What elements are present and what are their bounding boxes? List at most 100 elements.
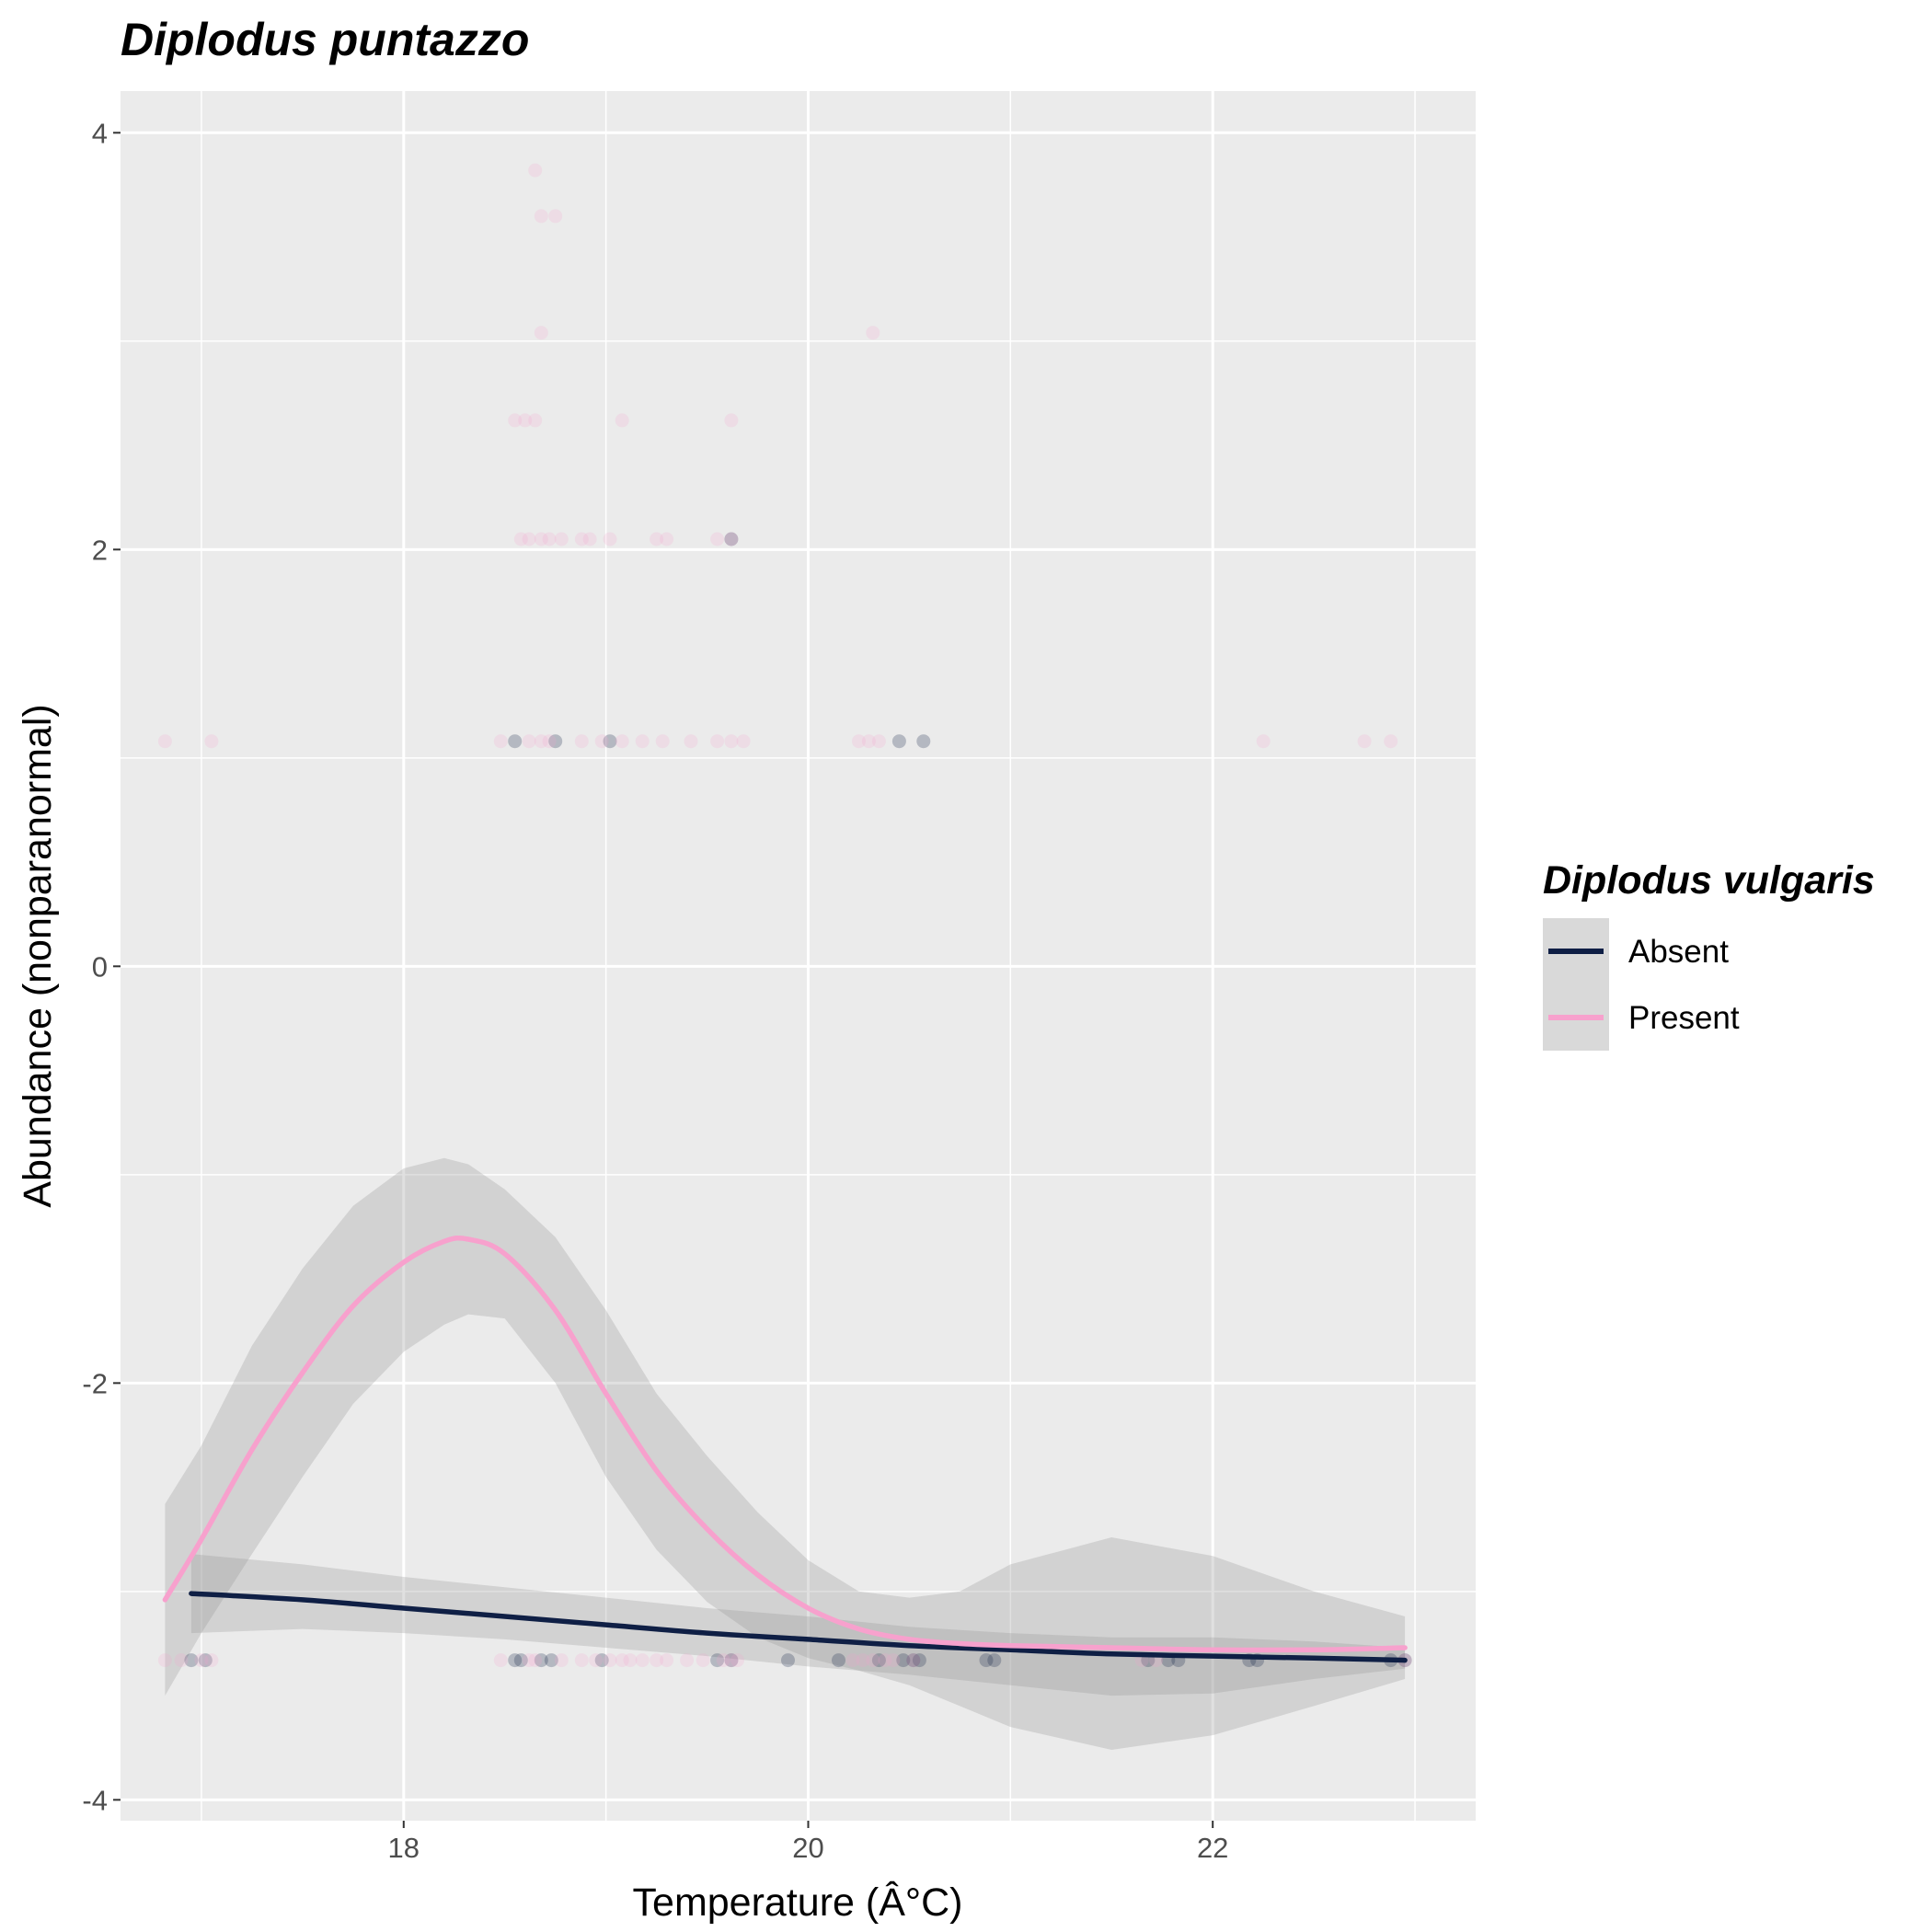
point-present (204, 1653, 219, 1668)
point-absent (508, 1653, 523, 1668)
y-tick-label: -4 (82, 1784, 108, 1816)
point-present (522, 1653, 536, 1668)
grid-minor (121, 91, 1476, 1821)
point-present (554, 1653, 569, 1668)
line-absent (189, 1591, 1408, 1663)
point-absent (513, 1653, 528, 1668)
point-present (534, 326, 548, 340)
point-present (589, 1653, 604, 1668)
point-present (650, 1653, 664, 1668)
y-tick-label: 2 (92, 534, 108, 566)
point-present (574, 734, 589, 749)
point-present (650, 532, 664, 546)
point-absent (916, 734, 931, 749)
point-present (736, 734, 751, 749)
ribbon-present (165, 1157, 1406, 1750)
point-present (528, 1653, 543, 1668)
point-absent (891, 734, 906, 749)
point-present (174, 1653, 189, 1668)
point-present (845, 1653, 860, 1668)
point-present (615, 413, 629, 428)
point-present (528, 413, 543, 428)
point-present (655, 734, 670, 749)
point-present (680, 1653, 695, 1668)
point-present (716, 1653, 730, 1668)
point-present (582, 532, 597, 546)
point-present (1256, 734, 1271, 749)
point-present (730, 1653, 744, 1668)
point-present (493, 1653, 508, 1668)
point-present (724, 413, 739, 428)
y-tick-label: 4 (92, 117, 108, 149)
point-present (856, 1653, 870, 1668)
point-absent (548, 734, 563, 749)
grid-major (121, 91, 1476, 1821)
point-present (696, 1653, 710, 1668)
point-present (528, 163, 543, 178)
point-present (660, 1653, 674, 1668)
point-absent (534, 1653, 548, 1668)
x-tick-label: 22 (1197, 1832, 1228, 1864)
point-present (906, 1653, 921, 1668)
point-present (724, 532, 739, 546)
y-axis-title: Abundance (nonparanormal) (16, 704, 60, 1207)
point-absent (871, 1653, 886, 1668)
legend-title: Diplodus vulgaris (1543, 858, 1875, 903)
point-present (194, 1653, 209, 1668)
point-present (852, 734, 866, 749)
point-present (518, 413, 533, 428)
point-present (534, 209, 548, 224)
smooth-lines (162, 1235, 1408, 1663)
point-present (660, 532, 674, 546)
point-present (542, 532, 557, 546)
confidence-ribbons (165, 1157, 1406, 1750)
point-present (886, 1653, 901, 1668)
point-present (684, 734, 698, 749)
legend: Diplodus vulgaris Absent Present (1543, 858, 1875, 1051)
point-present (710, 532, 725, 546)
point-present (574, 1653, 589, 1668)
point-absent (912, 1653, 926, 1668)
point-present (635, 1653, 650, 1668)
y-axis: -4 -2 0 2 4 (82, 117, 121, 1816)
y-tick-label: 0 (92, 950, 108, 983)
point-absent (603, 734, 617, 749)
point-absent (184, 1653, 199, 1668)
point-absent (896, 1653, 911, 1668)
plot-panel (121, 91, 1476, 1821)
point-present (724, 1653, 739, 1668)
x-tick-label: 20 (792, 1832, 823, 1864)
point-present (1384, 734, 1398, 749)
point-absent (544, 1653, 558, 1668)
point-absent (906, 1653, 921, 1668)
point-present (508, 413, 523, 428)
legend-key-background (1543, 918, 1609, 1051)
point-absent (724, 532, 739, 546)
x-tick-label: 18 (388, 1832, 420, 1864)
ribbon-absent (190, 1554, 1406, 1696)
point-present (554, 532, 569, 546)
point-present (724, 734, 739, 749)
point-present (594, 734, 609, 749)
point-absent (724, 1653, 739, 1668)
point-absent (710, 1653, 725, 1668)
point-present (534, 532, 548, 546)
point-present (157, 734, 172, 749)
point-absent (781, 1653, 795, 1668)
legend-label-absent: Absent (1628, 934, 1729, 970)
y-tick-label: -2 (82, 1367, 108, 1399)
point-present (623, 1653, 638, 1668)
x-axis: 18 20 22 (388, 1821, 1228, 1864)
point-present (548, 209, 563, 224)
point-present (522, 532, 536, 546)
point-present (522, 734, 536, 749)
point-present (493, 734, 508, 749)
point-present (534, 734, 548, 749)
point-absent (979, 1653, 994, 1668)
point-present (603, 1653, 617, 1668)
line-present (162, 1235, 1408, 1653)
point-present (866, 326, 880, 340)
point-present (878, 1653, 892, 1668)
legend-label-present: Present (1628, 1000, 1740, 1036)
